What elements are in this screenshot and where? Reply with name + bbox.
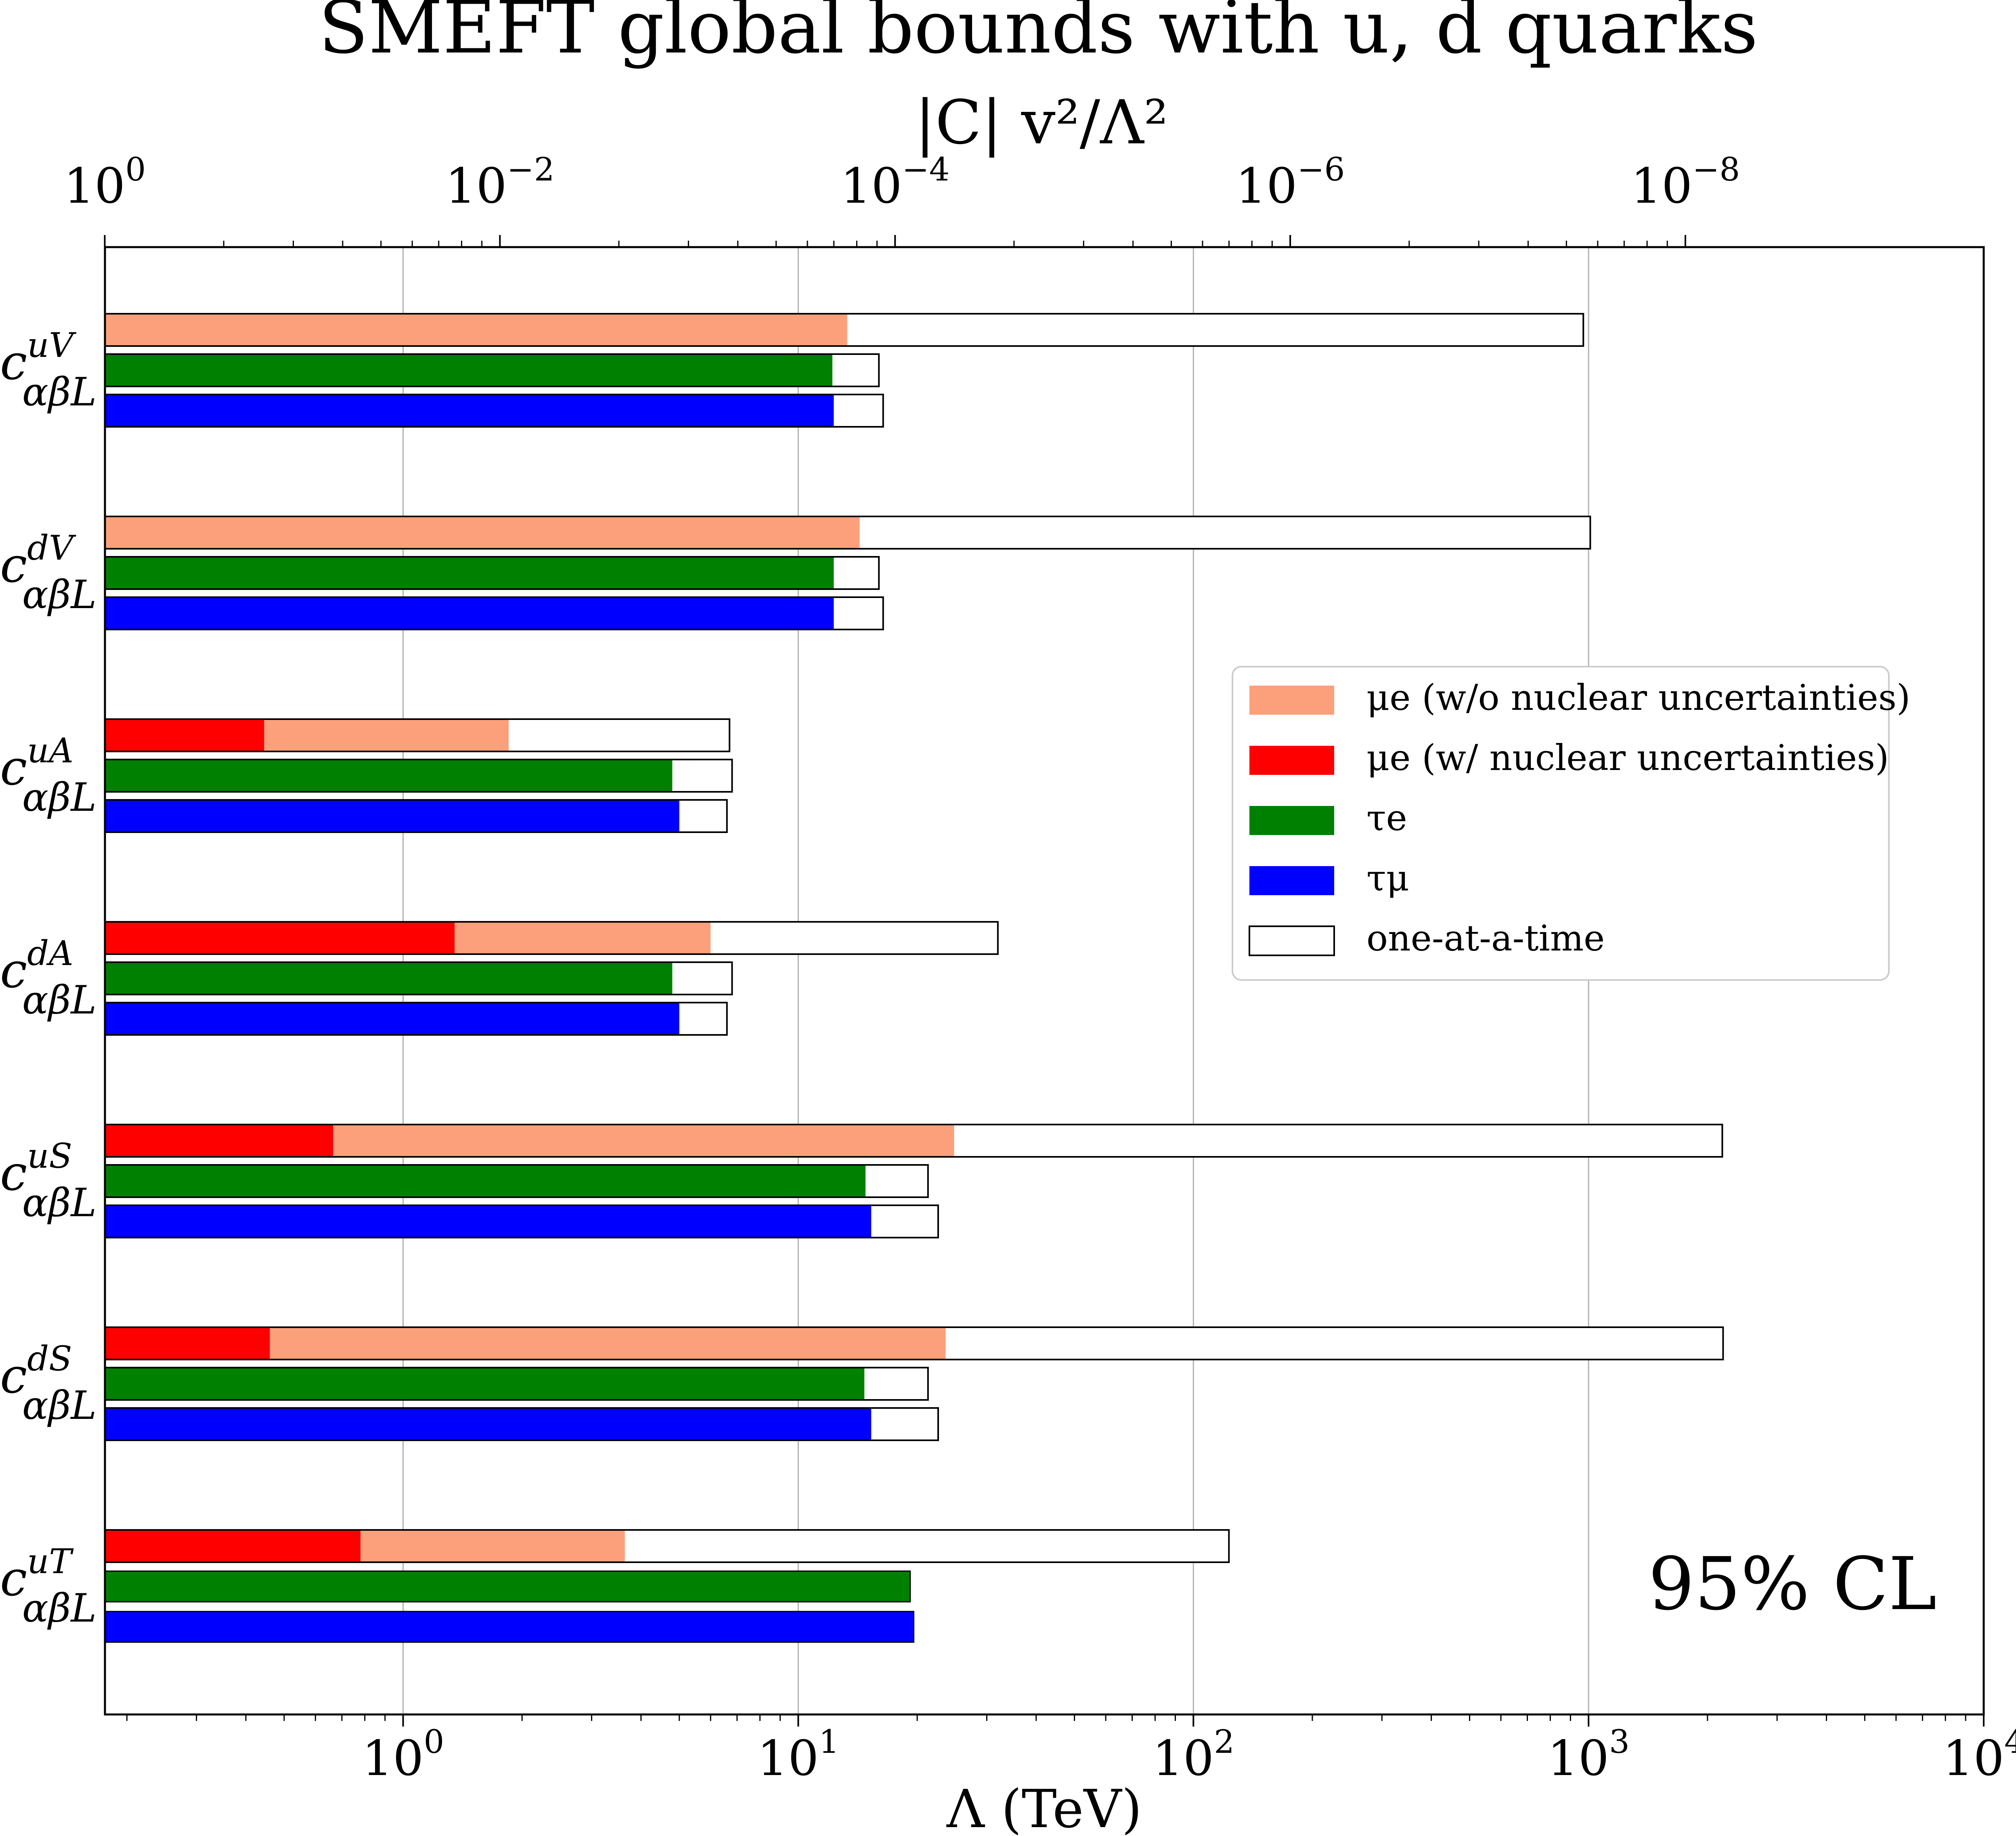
- row-label-subscript: αβL: [22, 1180, 96, 1225]
- bar-tau-mu: [105, 801, 679, 831]
- top-axis-ticks: 100 10−2 10−4 10−6 10−8: [64, 151, 1740, 247]
- top-axis-label: |C| v²/Λ²: [915, 88, 1168, 158]
- bar-mue-w-nuclear: [105, 923, 455, 953]
- bar-tau-mu: [104, 1611, 914, 1643]
- row-labels: cuVαβLcdVαβLcuAαβLcdAαβLcuSαβLcdSαβLcuTα…: [0, 325, 96, 1631]
- row-label: cdA: [0, 934, 73, 999]
- row-label-subscript: αβL: [22, 369, 96, 415]
- legend-label: τμ: [1366, 857, 1409, 899]
- cl-annotation: 95% CL: [1648, 1542, 1937, 1626]
- bar-tau-mu: [105, 1003, 679, 1034]
- legend-label: μe (w/ nuclear uncertainties): [1366, 737, 1889, 778]
- bar-mue-w-nuclear: [105, 1125, 333, 1156]
- legend: μe (w/o nuclear uncertainties) μe (w/ nuc…: [1232, 666, 1910, 981]
- x-tick-label: 104: [1943, 1723, 2016, 1787]
- legend-label: one-at-a-time: [1366, 917, 1605, 959]
- bar-tau-e: [105, 1166, 866, 1196]
- bar-tau-mu: [105, 395, 834, 426]
- row-label-subscript: αβL: [22, 775, 96, 820]
- legend-label: τe: [1366, 797, 1407, 839]
- row-label: cdS: [0, 1339, 72, 1404]
- row-label: cdV: [0, 528, 76, 594]
- legend-swatch: [1249, 806, 1334, 835]
- bottom-axis-ticks: 100 101 102 103 104: [126, 1714, 2016, 1787]
- bar-tau-e: [105, 963, 673, 994]
- bar-group: [104, 516, 1591, 630]
- row-label-subscript: αβL: [22, 978, 96, 1023]
- row-label: cuT: [0, 1542, 74, 1607]
- row-label-subscript: αβL: [22, 1383, 96, 1428]
- bars: [104, 313, 1724, 1643]
- chart-title: SMEFT global bounds with u, d quarks: [319, 0, 1758, 70]
- x2-tick-label: 100: [64, 151, 146, 214]
- bar-tau-mu: [105, 598, 834, 629]
- legend-label: μe (w/o nuclear uncertainties): [1366, 677, 1910, 718]
- x2-tick-label: 10−4: [840, 151, 950, 214]
- bar-tau-e: [105, 1368, 865, 1399]
- row-label-subscript: αβL: [22, 572, 96, 617]
- bar-tau-e: [105, 355, 832, 386]
- bar-group: [104, 718, 733, 833]
- legend-box: [1232, 666, 1890, 981]
- x-tick-label: 102: [1152, 1723, 1234, 1787]
- row-label-subscript: αβL: [22, 1586, 96, 1631]
- legend-swatch: [1249, 686, 1334, 715]
- bar-tau-e: [105, 558, 834, 588]
- legend-swatch: [1249, 746, 1334, 775]
- x-tick-label: 100: [362, 1723, 444, 1787]
- x2-tick-label: 10−6: [1236, 151, 1345, 214]
- x-axis-label: Λ (TeV): [946, 1778, 1142, 1836]
- legend-swatch: [1249, 925, 1335, 956]
- plot-frame: [104, 246, 1985, 1716]
- x-tick-label: 101: [757, 1723, 840, 1787]
- legend-swatch: [1249, 866, 1334, 895]
- bar-tau-mu: [105, 1409, 872, 1439]
- bar-tau-e: [104, 1570, 911, 1603]
- bar-mue-w-nuclear: [105, 1531, 360, 1561]
- bar-group: [104, 313, 1584, 428]
- x-tick-label: 103: [1547, 1723, 1630, 1787]
- row-label: cuS: [0, 1136, 72, 1202]
- bar-group: [104, 921, 999, 1036]
- row-label: cuA: [0, 731, 73, 796]
- bar-tau-mu: [105, 1206, 872, 1237]
- bar-mue-wo-nuclear: [105, 517, 860, 548]
- row-label: cuV: [0, 325, 76, 391]
- bar-mue-w-nuclear: [105, 1328, 270, 1359]
- x2-tick-label: 10−8: [1631, 151, 1740, 214]
- x2-tick-label: 10−2: [445, 151, 555, 214]
- bar-mue-w-nuclear: [105, 720, 264, 751]
- bar-mue-wo-nuclear: [105, 315, 847, 345]
- bar-tau-e: [105, 760, 673, 791]
- bar-group: [104, 1529, 1230, 1643]
- bar-group: [104, 1326, 1724, 1441]
- bar-group: [104, 1124, 1723, 1238]
